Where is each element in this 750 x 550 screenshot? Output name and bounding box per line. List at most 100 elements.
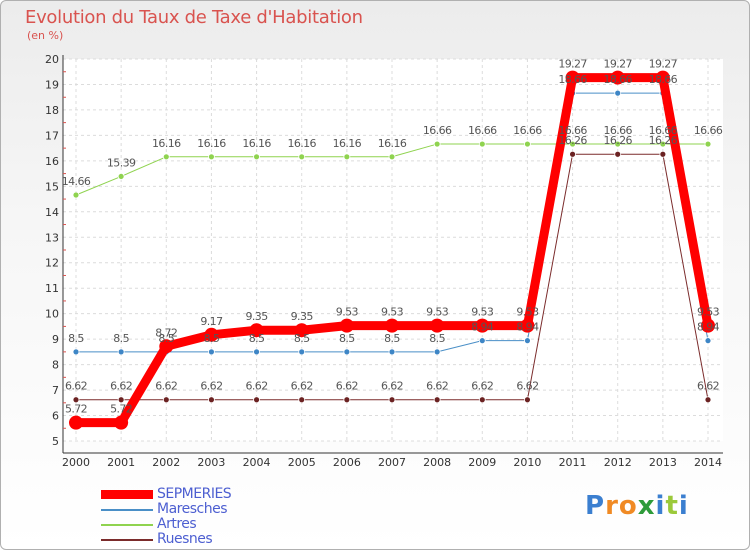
data-point — [253, 153, 260, 161]
data-point — [478, 396, 486, 404]
legend-label: Ruesnes — [157, 531, 213, 547]
data-point — [117, 173, 125, 180]
logo-letter: i — [655, 491, 666, 521]
data-label: 18.66 — [603, 73, 632, 86]
data-point — [659, 150, 667, 158]
x-tick-label: 2014 — [694, 456, 722, 469]
legend-swatch — [101, 523, 153, 526]
plot-area — [63, 59, 723, 441]
data-label: 16.66 — [423, 124, 452, 137]
data-label: 6.62 — [697, 380, 719, 393]
data-point — [294, 323, 309, 338]
data-label: 8.5 — [249, 332, 265, 345]
data-label: 16.66 — [558, 124, 587, 137]
legend-label: Maresches — [157, 501, 228, 517]
data-point — [159, 339, 174, 354]
data-label: 8.5 — [113, 332, 129, 345]
y-tick-label: 6 — [52, 410, 59, 423]
chart-legend: SEPMERIES Maresches Artres Ruesnes — [101, 487, 232, 547]
data-label: 8.94 — [697, 321, 720, 334]
logo-letter: t — [665, 491, 679, 521]
data-label: 6.62 — [155, 380, 177, 393]
data-point — [69, 415, 83, 430]
data-point — [701, 318, 715, 333]
y-tick-label: 8 — [52, 359, 59, 372]
x-tick-label: 2002 — [152, 456, 180, 469]
data-label: 8.5 — [68, 332, 84, 345]
logo-letter: r — [605, 491, 619, 521]
data-label: 9.53 — [426, 306, 449, 319]
y-tick-label: 10 — [45, 308, 59, 321]
data-point — [253, 396, 260, 404]
data-label: 15.39 — [107, 156, 136, 169]
legend-label: Artres — [157, 516, 197, 532]
data-point — [249, 323, 264, 338]
data-point — [253, 348, 260, 356]
data-label: 16.16 — [242, 137, 271, 150]
data-label: 9.53 — [381, 306, 404, 319]
y-tick-label: 11 — [45, 282, 59, 295]
data-point — [610, 70, 625, 85]
data-point — [114, 415, 129, 430]
x-tick-label: 2001 — [107, 456, 135, 469]
x-tick-label: 2000 — [62, 456, 90, 469]
data-label: 19.27 — [603, 58, 632, 71]
data-point — [659, 140, 667, 148]
data-label: 18.66 — [558, 73, 587, 86]
legend-swatch — [101, 538, 153, 541]
x-tick-label: 2006 — [333, 456, 361, 469]
logo-letter: o — [618, 491, 638, 521]
data-label: 8.72 — [155, 326, 177, 339]
data-label: 16.66 — [603, 124, 632, 137]
data-label: 19.27 — [649, 58, 678, 71]
data-point — [343, 396, 351, 404]
chart-title: Evolution du Taux de Taxe d'Habitation — [25, 7, 363, 28]
data-label: 6.62 — [65, 380, 87, 393]
data-label: 16.66 — [694, 124, 723, 137]
x-tick-label: 2008 — [423, 456, 451, 469]
logo-letter: x — [637, 491, 656, 521]
data-point — [614, 140, 622, 148]
data-point — [569, 150, 576, 158]
data-point — [565, 70, 580, 85]
data-label: 9.53 — [516, 306, 539, 319]
x-tick-label: 2005 — [288, 456, 316, 469]
y-tick-label: 5 — [52, 435, 59, 448]
y-tick-label: 12 — [45, 257, 59, 270]
data-point — [208, 153, 215, 161]
logo-letter: i — [678, 491, 689, 521]
data-point — [208, 348, 215, 356]
data-point — [162, 396, 170, 404]
data-label: 19.27 — [558, 58, 587, 71]
data-label: 16.66 — [468, 124, 497, 137]
y-tick-label: 13 — [45, 231, 59, 244]
x-tick-label: 2007 — [378, 456, 406, 469]
data-point — [343, 153, 351, 161]
data-point — [298, 153, 306, 161]
data-point — [520, 318, 535, 333]
data-label: 6.62 — [246, 380, 268, 393]
data-label: 8.5 — [429, 332, 445, 345]
data-point — [524, 396, 531, 404]
data-point — [614, 89, 622, 97]
legend-swatch — [101, 508, 153, 511]
data-label: 6.62 — [336, 380, 358, 393]
x-tick-label: 2010 — [513, 456, 541, 469]
data-label: 14.66 — [62, 175, 91, 188]
data-label: 16.66 — [513, 124, 542, 137]
data-label: 8.94 — [516, 321, 539, 334]
proxiti-logo: Proxiti — [585, 491, 689, 521]
data-label: 5.72 — [65, 403, 87, 416]
data-point — [704, 396, 712, 404]
y-tick-label: 19 — [45, 78, 59, 91]
data-label: 9.53 — [471, 306, 494, 319]
x-tick-label: 2013 — [649, 456, 677, 469]
legend-item-ruesnes: Ruesnes — [101, 532, 231, 547]
data-point — [478, 140, 486, 148]
chart-subtitle: (en %) — [27, 29, 64, 42]
x-tick-label: 2011 — [559, 456, 587, 469]
data-label: 16.26 — [649, 134, 678, 147]
y-tick-label: 17 — [45, 129, 59, 142]
